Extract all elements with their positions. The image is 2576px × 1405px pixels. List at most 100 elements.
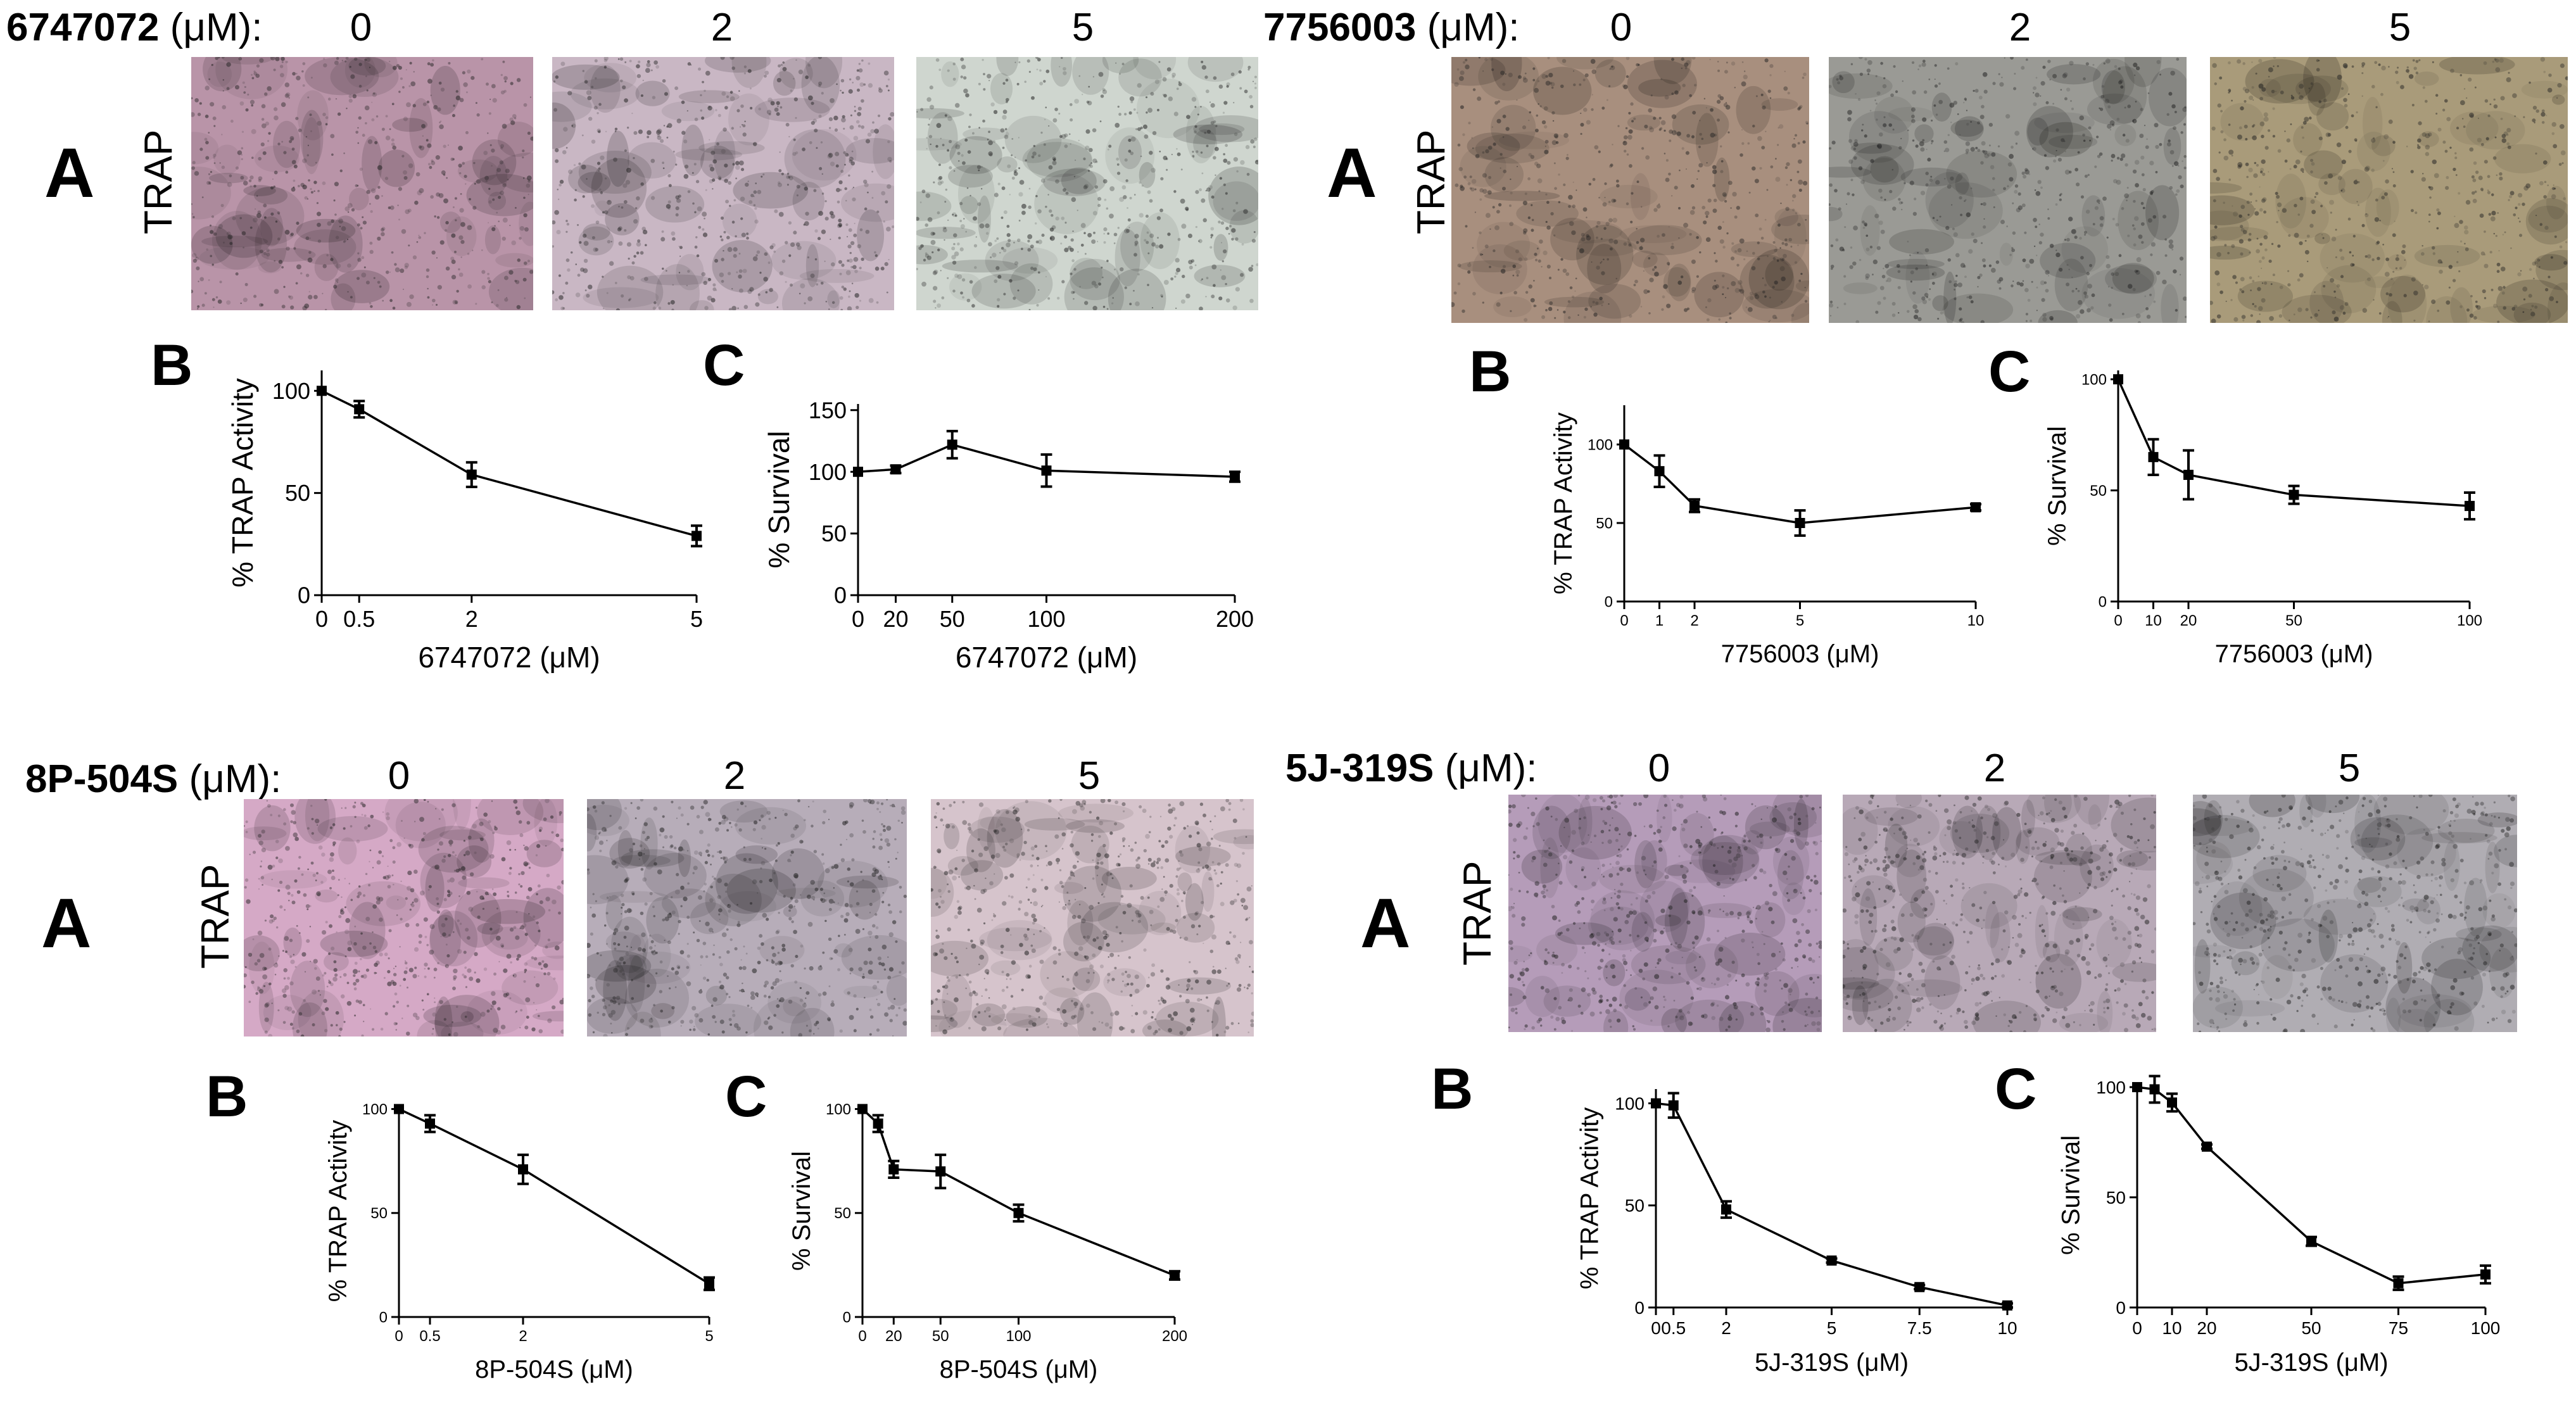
data-point bbox=[2113, 374, 2123, 385]
x-axis-label: 8P-504S (μM) bbox=[940, 1356, 1098, 1383]
x-tick-label: 0 bbox=[395, 1328, 403, 1345]
data-point bbox=[518, 1164, 528, 1175]
data-point bbox=[2480, 1269, 2491, 1280]
chart-6747072-b: 0 50 100 0 0.5 2 5 6747072 (μM) % TRAP Activity bbox=[226, 370, 703, 674]
series-line bbox=[861, 1108, 1175, 1276]
x-tick-label: 0 bbox=[1651, 1318, 1661, 1338]
data-point bbox=[2183, 469, 2194, 480]
conc-label: 2 bbox=[710, 6, 733, 49]
micrograph-2um bbox=[587, 799, 907, 1036]
x-tick-label: 2 bbox=[519, 1328, 527, 1345]
series-line bbox=[321, 389, 697, 538]
data-point bbox=[1041, 465, 1052, 476]
trap-label: TRAP bbox=[1456, 860, 1500, 966]
micrograph-5um bbox=[2193, 795, 2517, 1032]
data-point bbox=[2465, 501, 2475, 512]
y-tick-label: 0 bbox=[1634, 1298, 1645, 1318]
y-axis-label: % TRAP Activity bbox=[1575, 1107, 1603, 1290]
conc-label: 5 bbox=[1078, 754, 1101, 798]
y-tick-label: 100 bbox=[362, 1101, 388, 1118]
data-point bbox=[2148, 451, 2159, 462]
x-axis-label: 7756003 (μM) bbox=[2215, 640, 2373, 668]
data-point bbox=[1721, 1204, 1731, 1215]
x-tick-label: 10 bbox=[2162, 1318, 2181, 1338]
y-tick-label: 0 bbox=[1605, 593, 1613, 610]
y-tick-label: 50 bbox=[834, 1205, 851, 1222]
data-point bbox=[890, 464, 901, 475]
conc-label: 2 bbox=[1983, 747, 2006, 790]
unit-label: (μM): bbox=[1416, 6, 1520, 49]
y-tick-label: 50 bbox=[2090, 482, 2107, 500]
series-line bbox=[2137, 1086, 2486, 1285]
data-point bbox=[425, 1118, 435, 1129]
y-axis-label: % Survival bbox=[788, 1151, 816, 1271]
compound-name: 8P-504S bbox=[25, 757, 179, 801]
panel-label-b: B bbox=[206, 1064, 248, 1129]
data-point bbox=[1654, 466, 1665, 477]
panel-header: 7756003 (μM): bbox=[1263, 5, 1520, 50]
panel-label-b: B bbox=[151, 333, 193, 398]
y-tick-label: 0 bbox=[379, 1309, 388, 1326]
y-tick-label: 100 bbox=[1615, 1093, 1645, 1113]
x-tick-label: 20 bbox=[885, 1328, 902, 1345]
x-axis-label: 7756003 (μM) bbox=[1721, 640, 1879, 668]
x-tick-label: 2 bbox=[1690, 612, 1698, 629]
x-tick-label: 100 bbox=[2457, 612, 2482, 629]
data-point bbox=[1619, 439, 1629, 450]
y-tick-label: 100 bbox=[272, 378, 310, 404]
y-tick-label: 100 bbox=[2081, 371, 2107, 388]
data-point bbox=[1689, 500, 1700, 511]
x-tick-label: 75 bbox=[2389, 1318, 2408, 1338]
chart-8p-504s-c: 0 50 100 0 20 50 100 200 8P-504S (μM) % Survival bbox=[788, 1101, 1187, 1383]
conc-label: 0 bbox=[350, 6, 372, 49]
conc-label: 0 bbox=[388, 754, 410, 798]
x-axis-label: 8P-504S (μM) bbox=[475, 1356, 633, 1383]
y-tick-label: 100 bbox=[1588, 436, 1613, 453]
y-axis-label: % Survival bbox=[2043, 426, 2071, 546]
panel-header: 8P-504S (μM): bbox=[25, 757, 281, 802]
panel-label-a: A bbox=[1327, 134, 1377, 212]
chart-7756003-b: 0 50 100 0 1 2 5 10 7756003 (μM) % TRAP Activity bbox=[1550, 405, 1984, 668]
data-point bbox=[1795, 518, 1805, 528]
compound-name: 7756003 bbox=[1263, 6, 1417, 49]
panel-label-a: A bbox=[1360, 885, 1411, 962]
x-tick-label: 200 bbox=[1162, 1328, 1187, 1345]
unit-label: (μM): bbox=[159, 6, 263, 49]
conc-label: 5 bbox=[2338, 747, 2361, 790]
y-axis-label: % Survival bbox=[762, 431, 795, 568]
data-point bbox=[888, 1164, 899, 1175]
series-line bbox=[2117, 379, 2470, 507]
panel-label-b: B bbox=[1469, 339, 1512, 404]
y-axis-label: % TRAP Activity bbox=[226, 378, 259, 588]
micrograph-0um bbox=[244, 799, 564, 1036]
data-point bbox=[354, 404, 365, 415]
micrograph-5um bbox=[916, 57, 1258, 310]
x-axis-label: 5J-319S (μM) bbox=[2234, 1349, 2388, 1377]
data-point bbox=[857, 1104, 868, 1114]
y-tick-label: 50 bbox=[285, 480, 310, 506]
data-point bbox=[1971, 502, 1981, 513]
panel-header: 5J-319S (μM): bbox=[1285, 746, 1537, 791]
data-point bbox=[2132, 1081, 2142, 1092]
micrograph-2um bbox=[1843, 795, 2156, 1032]
y-tick-label: 100 bbox=[809, 459, 847, 485]
y-tick-label: 100 bbox=[2096, 1078, 2126, 1097]
x-tick-label: 0 bbox=[2132, 1318, 2142, 1338]
data-point bbox=[935, 1166, 946, 1177]
x-tick-label: 200 bbox=[1216, 606, 1254, 632]
x-tick-label: 100 bbox=[2471, 1318, 2501, 1338]
x-tick-label: 0.5 bbox=[343, 606, 375, 632]
data-point bbox=[2202, 1141, 2212, 1152]
x-tick-label: 50 bbox=[2285, 612, 2302, 629]
conc-label: 2 bbox=[723, 754, 746, 798]
compound-name: 5J-319S bbox=[1285, 747, 1434, 790]
x-tick-label: 20 bbox=[2180, 612, 2197, 629]
y-tick-label: 0 bbox=[298, 583, 310, 608]
y-tick-label: 0 bbox=[843, 1309, 851, 1326]
micrograph-0um bbox=[1508, 795, 1822, 1032]
data-point bbox=[394, 1104, 404, 1114]
chart-7756003-c: 0 50 100 0 10 20 50 100 7756003 (μM) % Survival bbox=[2043, 370, 2482, 668]
x-axis-label: 6747072 (μM) bbox=[956, 641, 1137, 674]
x-tick-label: 10 bbox=[1997, 1318, 2017, 1338]
